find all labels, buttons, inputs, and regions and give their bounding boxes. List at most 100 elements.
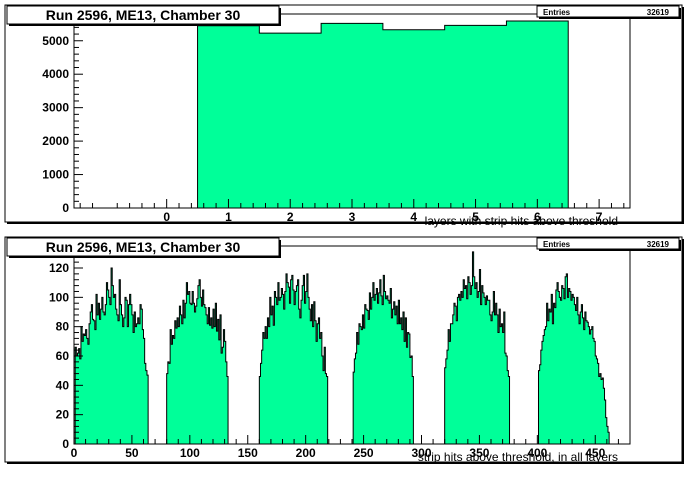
histogram-bar (485, 305, 486, 444)
histogram-bar (367, 311, 368, 444)
histogram-bar (558, 291, 559, 444)
histogram-bar (86, 330, 87, 444)
x-axis: 0 50 100 150 200 250 300 350 400 450 (71, 435, 631, 460)
histogram-bar (355, 353, 356, 444)
histogram-bar (305, 303, 306, 444)
histogram-bar (548, 321, 549, 444)
histogram-bar (596, 359, 597, 444)
histogram-bar (299, 309, 300, 444)
histogram-bar (77, 353, 78, 444)
x-tick-label: 250 (354, 446, 374, 460)
histogram-bar (462, 297, 463, 444)
histogram-bar (397, 324, 398, 444)
histogram-bar (205, 308, 206, 444)
histogram-bar (219, 340, 220, 444)
x-tick-label: 0 (71, 446, 78, 460)
histogram-bar (570, 291, 571, 444)
histogram-bar (555, 308, 556, 444)
histogram-bar (486, 296, 487, 444)
stats-label: Entries (543, 8, 571, 17)
histogram-bar (376, 289, 377, 444)
histogram-bar (323, 371, 324, 444)
histogram-bar (483, 293, 484, 444)
histogram-bar (488, 300, 489, 444)
histogram-bar (272, 306, 273, 444)
histogram-fill (197, 21, 569, 208)
histogram-bar (201, 306, 202, 444)
histogram-bar (500, 327, 501, 444)
histogram-bar (103, 312, 104, 444)
x-tick-label: 300 (411, 446, 431, 460)
cluster-outline (537, 273, 610, 445)
histogram-bar (301, 300, 302, 444)
histogram-bar (395, 315, 396, 444)
histogram-bar (138, 318, 139, 444)
histogram-bar (102, 297, 103, 444)
stats-box (536, 5, 680, 18)
cluster-outline (74, 267, 149, 445)
histogram-bar (110, 305, 111, 444)
histogram-bar (393, 309, 394, 444)
cluster-fill (75, 268, 149, 444)
histogram-bar (399, 324, 400, 444)
histogram-bar (198, 286, 199, 444)
y-tick-label: 20 (56, 408, 70, 422)
histogram-bar (204, 305, 205, 444)
histogram-bar (564, 299, 565, 444)
histogram-bar (216, 331, 217, 444)
histogram-bar (574, 305, 575, 444)
hit-cluster-2 (166, 279, 229, 445)
histogram-bar (466, 286, 467, 444)
histogram-bar (585, 312, 586, 444)
x-tick-label: 4 (410, 210, 417, 224)
histogram-bar (396, 306, 397, 444)
histogram-bar (286, 274, 287, 444)
y-axis: 0 20 40 60 80 100 120 (49, 249, 83, 451)
histogram-bar (189, 291, 190, 444)
histogram-bar (384, 291, 385, 444)
histogram-bar (262, 350, 263, 444)
histogram-bar (176, 328, 177, 444)
histogram-bar (360, 327, 361, 444)
y-tick-label: 40 (56, 378, 70, 392)
histogram-bar (505, 353, 506, 444)
histogram-bar (589, 334, 590, 444)
histogram-bar (125, 297, 126, 444)
histogram-bar (460, 300, 461, 444)
histogram-bar (544, 330, 545, 444)
histogram-bar (177, 318, 178, 444)
histogram-bar (382, 305, 383, 444)
histogram-bar (506, 21, 568, 208)
histogram-bar (569, 289, 570, 444)
histogram-bar (214, 327, 215, 444)
histogram-bar (454, 303, 455, 444)
histogram-bar (374, 300, 375, 444)
histogram-bar (489, 300, 490, 444)
histogram-bar (269, 327, 270, 444)
histogram-bar (554, 303, 555, 444)
histogram-bar (109, 297, 110, 444)
x-axis-label: layers with strip hits above threshold (425, 214, 618, 228)
histogram-bar (91, 305, 92, 444)
histogram-bar (381, 296, 382, 444)
x-tick-label: 100 (180, 446, 200, 460)
histogram-bar (287, 283, 288, 444)
histogram-bar (494, 315, 495, 444)
histogram-bar (178, 327, 179, 444)
histogram-bar (198, 26, 260, 208)
histogram-bar (566, 274, 567, 444)
histogram-bar (206, 315, 207, 444)
histogram-bar (106, 283, 107, 444)
chart-title: Run 2596, ME13, Chamber 30 (46, 239, 241, 255)
histogram-bar (565, 277, 566, 444)
histogram-bar (308, 297, 309, 444)
histogram-bar (482, 286, 483, 444)
histogram-bar (573, 297, 574, 444)
histogram-bar (379, 293, 380, 444)
x-tick-label: 50 (125, 446, 139, 460)
histogram-bar (452, 324, 453, 444)
histogram-bar (593, 338, 594, 444)
hit-cluster-1 (74, 267, 149, 445)
y-tick-label: 0 (62, 437, 69, 451)
